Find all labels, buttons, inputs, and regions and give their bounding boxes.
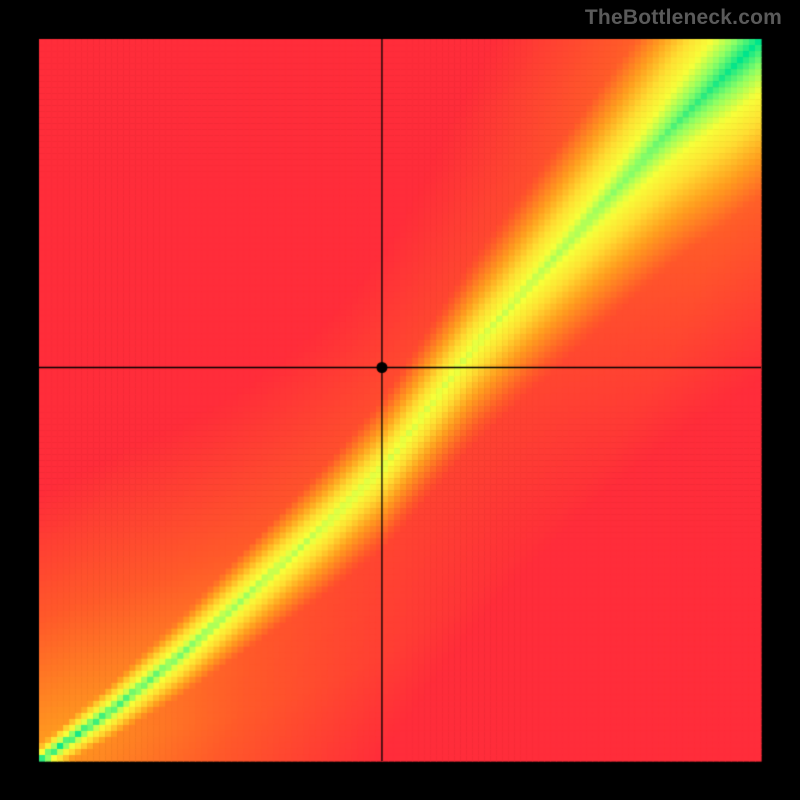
figure-stage: TheBottleneck.com: [0, 0, 800, 800]
bottleneck-heatmap: [0, 0, 800, 800]
watermark-text: TheBottleneck.com: [585, 6, 782, 30]
